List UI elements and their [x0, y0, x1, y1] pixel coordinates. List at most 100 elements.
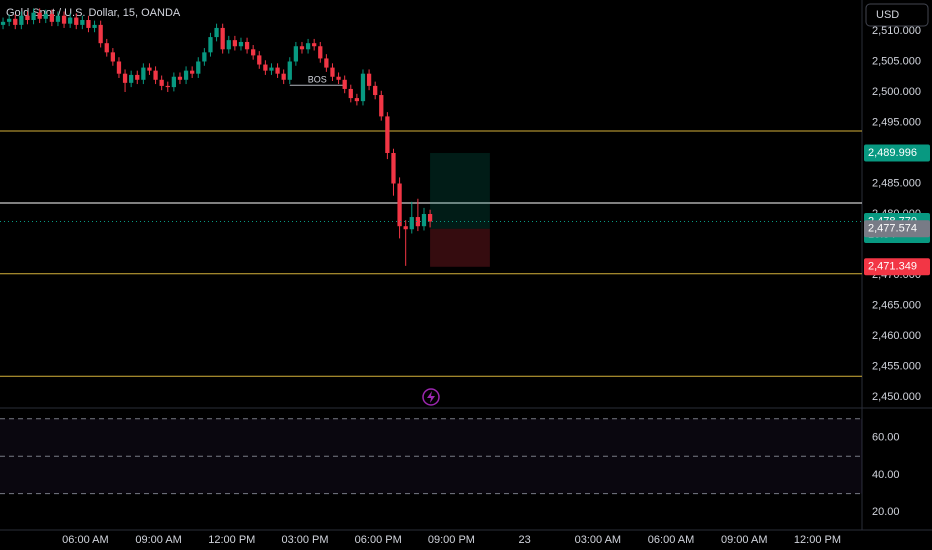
candle — [98, 20, 103, 48]
candle — [110, 48, 115, 66]
candle — [257, 51, 262, 69]
candle-body — [74, 17, 79, 25]
candle — [318, 41, 323, 63]
candle-body — [116, 61, 122, 74]
x-tick-label: 06:00 AM — [648, 534, 694, 546]
candle-body — [19, 15, 24, 25]
candle — [80, 15, 85, 30]
x-tick-label: 03:00 AM — [575, 534, 621, 546]
candle — [397, 177, 402, 239]
candle-body — [324, 58, 329, 68]
alert-circle[interactable] — [422, 388, 440, 406]
candle-body — [208, 37, 213, 53]
candle-body — [312, 43, 317, 47]
candle — [55, 11, 61, 27]
position-target-zone — [430, 153, 490, 229]
candle — [196, 57, 201, 78]
candle — [208, 32, 213, 57]
candle — [312, 38, 317, 51]
candle — [25, 11, 30, 25]
candle-body — [49, 13, 54, 22]
candle-body — [98, 24, 103, 44]
candle — [122, 69, 128, 92]
candle-body — [330, 67, 335, 77]
candle — [0, 17, 6, 30]
candle — [214, 23, 219, 42]
candle — [49, 9, 54, 27]
price-badge — [864, 258, 930, 276]
candle — [330, 63, 335, 82]
candle — [293, 41, 299, 66]
candle-body — [43, 13, 48, 19]
candle — [348, 84, 353, 103]
candle-body — [342, 79, 347, 89]
candle-body — [159, 79, 164, 86]
candle-body — [287, 61, 292, 80]
alert-icon[interactable] — [422, 388, 440, 406]
candle — [263, 60, 268, 75]
candle-body — [86, 20, 91, 28]
candle — [232, 35, 238, 51]
x-tick-label: 03:00 PM — [281, 534, 328, 546]
candle-body — [232, 40, 238, 47]
candle-body — [427, 213, 433, 222]
rsi-tick-label: 60.00 — [872, 431, 900, 443]
candle — [403, 220, 408, 266]
candle — [220, 23, 225, 54]
candle-body — [61, 15, 67, 24]
candle — [366, 69, 372, 91]
candle-body — [373, 85, 378, 96]
candle — [177, 72, 183, 85]
candle — [7, 14, 12, 27]
candle-body — [177, 76, 183, 80]
candle — [324, 54, 329, 72]
candle — [299, 41, 305, 54]
x-tick-label: 09:00 AM — [135, 534, 181, 546]
y-tick-label: 2,500.000 — [872, 86, 921, 98]
candle — [336, 72, 341, 85]
candle-body — [80, 20, 85, 25]
candle-body — [318, 46, 323, 59]
candle-body — [275, 67, 280, 74]
candle-body — [238, 41, 244, 47]
candle-body — [263, 64, 268, 71]
candle-body — [110, 52, 115, 62]
x-tick-label: 06:00 PM — [355, 534, 402, 546]
y-tick-label: 2,455.000 — [872, 360, 921, 372]
candle — [13, 14, 18, 30]
candle-body — [0, 21, 6, 25]
candle-body — [104, 43, 109, 53]
candle-body — [360, 73, 366, 102]
candle — [354, 93, 360, 106]
candle-body — [269, 67, 274, 71]
candle-body — [214, 27, 219, 38]
candle — [379, 90, 384, 121]
candle-body — [129, 74, 134, 83]
candle — [37, 8, 42, 24]
candle-body — [171, 76, 176, 88]
currency-label[interactable]: USD — [876, 9, 899, 21]
alert-bolt[interactable] — [427, 391, 435, 403]
x-tick-label: 06:00 AM — [62, 534, 108, 546]
candle — [287, 57, 292, 85]
candle-body — [403, 226, 408, 230]
candle — [165, 81, 170, 92]
rsi-tick-label: 20.00 — [872, 506, 900, 518]
bos-label: BOS — [308, 75, 327, 85]
candle-body — [299, 46, 305, 50]
candle-body — [348, 88, 353, 99]
candle-body — [202, 52, 207, 62]
y-tick-label: 2,505.000 — [872, 55, 921, 67]
currency-button[interactable]: USD — [865, 3, 929, 27]
candle-body — [92, 24, 97, 28]
candle — [147, 63, 152, 75]
rsi-tick-label: 40.00 — [872, 469, 900, 481]
currency-button-box[interactable] — [865, 3, 929, 27]
candle — [68, 13, 73, 28]
candle — [427, 209, 433, 228]
rsi-band — [0, 418, 862, 494]
candle-body — [135, 74, 140, 80]
candle-body — [37, 12, 42, 19]
candle-body — [165, 85, 170, 88]
candle — [226, 35, 231, 54]
